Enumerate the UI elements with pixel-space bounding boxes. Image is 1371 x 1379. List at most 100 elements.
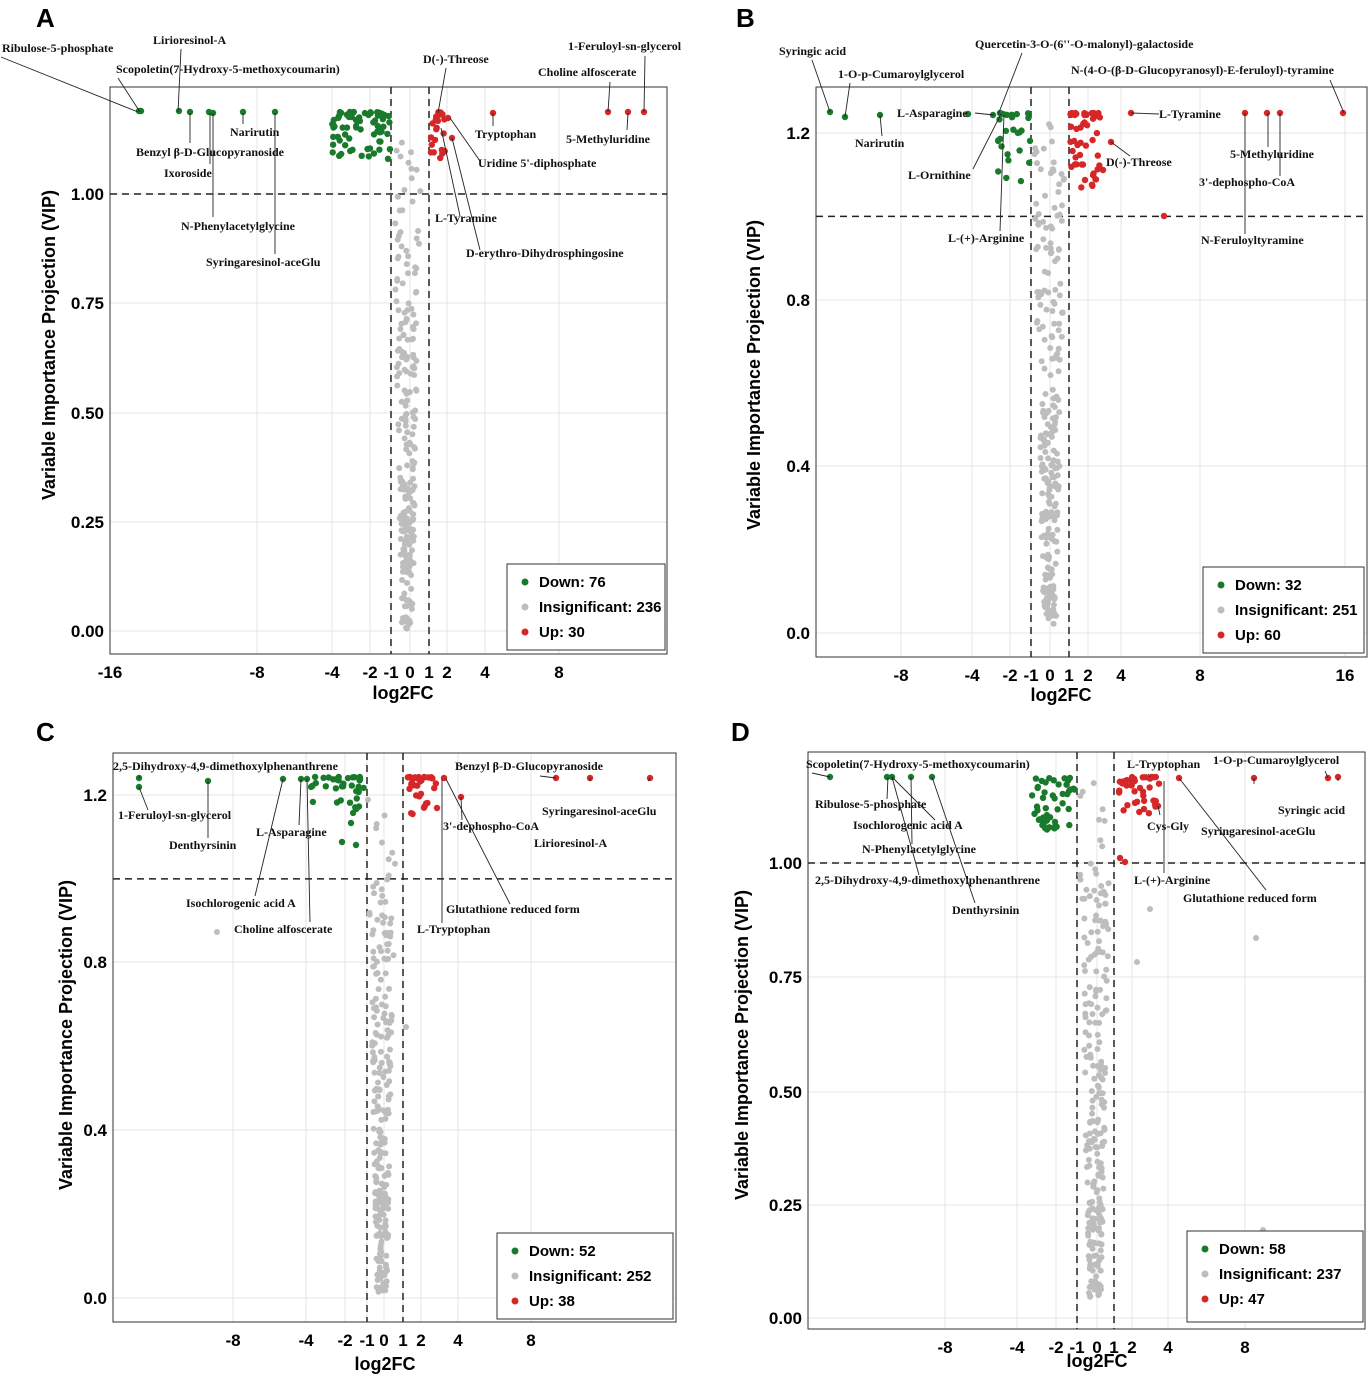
point-up: [433, 113, 440, 121]
point-down: [330, 133, 337, 141]
point-insignificant: [410, 423, 417, 430]
point-insignificant: [401, 549, 408, 555]
annotation-label: L-Tryptophan: [417, 922, 490, 936]
point-insignificant: [408, 534, 415, 541]
point-insignificant: [1056, 211, 1063, 218]
point-insignificant: [1094, 1046, 1101, 1052]
point-insignificant: [411, 483, 418, 490]
y-axis-title: Variable Importance Projection (VIP): [56, 880, 76, 1190]
x-tick-label: -1: [359, 1331, 374, 1350]
point-insignificant: [1050, 159, 1057, 166]
point-insignificant: [382, 1190, 388, 1197]
point-up: [1078, 184, 1085, 191]
point-insignificant: [1084, 1142, 1091, 1149]
legend-box: [1186, 1230, 1364, 1323]
point-insignificant: [386, 1163, 393, 1170]
point-insignificant: [410, 526, 417, 533]
point-insignificant: [402, 418, 409, 425]
x-tick-label: 1: [1109, 1338, 1118, 1357]
point-down: [307, 783, 315, 791]
point-insignificant: [370, 955, 377, 962]
legend-label-down: Down: 32: [1235, 577, 1302, 594]
point-insignificant: [1099, 1090, 1106, 1097]
point-down: [1041, 814, 1049, 822]
leader-line: [138, 786, 149, 811]
point-insignificant: [1082, 1014, 1089, 1021]
point-insignificant: [402, 519, 409, 526]
point-up: [1099, 166, 1107, 174]
point-insignificant: [1081, 1046, 1088, 1053]
point-insignificant: [1099, 1011, 1106, 1018]
x-tick-label: -2: [362, 663, 377, 682]
leader-line: [811, 772, 831, 778]
point-insignificant: [403, 261, 410, 268]
x-tick-label: -4: [1009, 1338, 1025, 1357]
point-insignificant: [1040, 407, 1047, 414]
point-up: [1068, 163, 1075, 170]
point-insignificant: [1093, 1286, 1100, 1292]
point-insignificant: [1081, 915, 1088, 922]
point-insignificant: [410, 414, 417, 421]
annotation-label: Uridine 5'-diphosphate: [478, 156, 597, 170]
point-insignificant: [373, 1178, 380, 1185]
point-insignificant: [1087, 1283, 1094, 1290]
point-insignificant: [1090, 1183, 1097, 1190]
x-tick-label: -8: [937, 1338, 952, 1357]
point-insignificant: [1047, 372, 1054, 379]
point-insignificant: [1035, 294, 1042, 301]
point-insignificant: [388, 1017, 395, 1024]
point-insignificant: [1038, 534, 1045, 541]
plot-frame: [112, 752, 677, 1323]
point-insignificant: [402, 402, 409, 409]
point-insignificant: [373, 1284, 380, 1291]
point-insignificant: [1096, 1164, 1103, 1171]
point-insignificant: [369, 1042, 376, 1049]
annotation-label: Syringic acid: [1278, 803, 1345, 817]
point-insignificant: [1092, 993, 1099, 1000]
point-insignificant: [1097, 1066, 1104, 1073]
point-insignificant: [1055, 483, 1062, 490]
point-down: [376, 146, 383, 153]
point-insignificant: [404, 462, 411, 469]
point-insignificant: [382, 898, 389, 905]
point-insignificant: [1091, 1075, 1098, 1082]
point-insignificant: [1056, 181, 1063, 188]
x-tick-label: -2: [337, 1331, 352, 1350]
point-down: [353, 124, 360, 131]
annotation-label: Glutathione reduced form: [446, 902, 580, 916]
point-insignificant: [1097, 1130, 1104, 1137]
point-insignificant: [1087, 1051, 1094, 1058]
point-down: [995, 168, 1002, 175]
point-down: [351, 774, 358, 781]
point-insignificant: [1085, 1225, 1092, 1232]
point-insignificant: [1086, 984, 1093, 991]
x-tick-label: 2: [1127, 1338, 1136, 1357]
point-insignificant: [1097, 1267, 1104, 1274]
point-up: [1120, 807, 1127, 814]
point-insignificant: [1103, 995, 1110, 1002]
point-insignificant: [395, 253, 402, 260]
point-insignificant: [1093, 968, 1100, 975]
point-insignificant: [1101, 1126, 1108, 1133]
point-insignificant: [405, 300, 412, 307]
y-tick-label: 1.00: [769, 854, 802, 873]
leader-line: [0, 56, 139, 113]
point-insignificant: [383, 1082, 390, 1088]
point-down: [1063, 781, 1070, 788]
point-insignificant: [1048, 249, 1055, 256]
point-up: [1131, 788, 1138, 795]
annotation-label: L-Ornithine: [908, 168, 971, 182]
point-insignificant: [376, 1230, 383, 1237]
point-insignificant: [395, 307, 402, 314]
point-down: [370, 131, 378, 138]
point-insignificant: [385, 1093, 392, 1099]
x-tick-label: 2: [1083, 666, 1092, 685]
point-up: [1145, 810, 1153, 817]
leader-line: [931, 776, 976, 904]
point-insignificant: [377, 899, 384, 906]
annotation-label: Glutathione reduced form: [1183, 891, 1317, 905]
leader-line: [254, 778, 284, 897]
point-insignificant: [1050, 298, 1057, 305]
point-insignificant: [371, 1098, 378, 1105]
point-insignificant: [410, 511, 417, 518]
